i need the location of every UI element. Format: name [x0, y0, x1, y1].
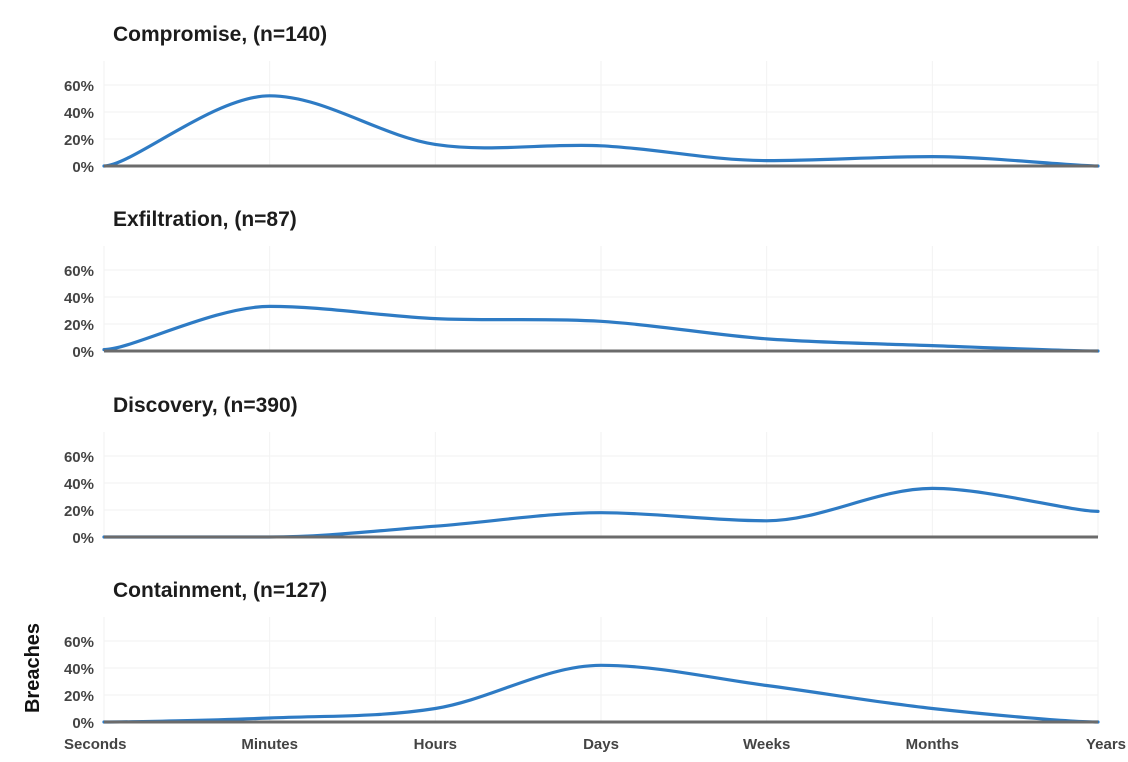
y-tick-label: 60%: [64, 263, 94, 280]
y-tick-label: 60%: [64, 449, 94, 466]
x-tick-label: Months: [906, 736, 959, 753]
y-tick-label: 20%: [64, 503, 94, 520]
y-tick-label: 40%: [64, 476, 94, 493]
panel-3: Containment, (n=127) 60% 40% 20% 0%: [64, 579, 1100, 732]
y-tick-label: 60%: [64, 634, 94, 651]
x-tick-label: Hours: [414, 736, 457, 753]
series-line: [102, 304, 1100, 353]
panel-title: Containment, (n=127): [113, 579, 327, 602]
x-axis: Seconds Minutes Hours Days Weeks Months Years: [64, 736, 1126, 753]
panel-title: Compromise, (n=140): [113, 23, 327, 46]
y-tick-label: 0%: [72, 344, 94, 361]
x-tick-label: Days: [583, 736, 619, 753]
panels: Compromise, (n=140)60%40%20%0%Exfiltrati…: [64, 23, 1100, 732]
y-tick-label: 40%: [64, 105, 94, 122]
panel-0: Compromise, (n=140) 60% 40% 20% 0%: [64, 23, 1100, 176]
y-tick-label: 0%: [72, 159, 94, 176]
y-axis-label: Breaches: [22, 623, 44, 713]
x-tick-label: Weeks: [743, 736, 790, 753]
y-tick-label: 0%: [72, 715, 94, 732]
y-tick-label: 0%: [72, 530, 94, 547]
x-tick-label: Years: [1086, 736, 1126, 753]
y-tick-label: 20%: [64, 317, 94, 334]
series-line: [102, 94, 1100, 168]
panel-1: Exfiltration, (n=87) 60% 40% 20% 0%: [64, 208, 1100, 361]
y-tick-label: 60%: [64, 78, 94, 95]
y-tick-label: 40%: [64, 290, 94, 307]
x-tick-label: Minutes: [241, 736, 298, 753]
x-tick-label: Seconds: [64, 736, 127, 753]
y-tick-label: 20%: [64, 688, 94, 705]
series-line: [102, 663, 1100, 724]
panel-2: Discovery, (n=390) 60% 40% 20% 0%: [64, 394, 1100, 547]
y-tick-label: 20%: [64, 132, 94, 149]
y-tick-label: 40%: [64, 661, 94, 678]
panel-title: Exfiltration, (n=87): [113, 208, 297, 231]
panel-title: Discovery, (n=390): [113, 394, 298, 417]
